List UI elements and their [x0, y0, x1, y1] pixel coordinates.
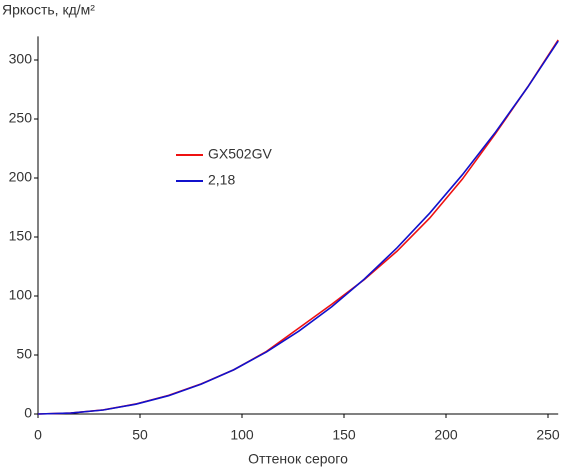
y-tick-label: 150 [9, 228, 33, 244]
x-tick-label: 150 [332, 427, 356, 443]
y-tick-label: 300 [9, 51, 33, 67]
y-tick-label: 250 [9, 110, 33, 126]
legend-label: GX502GV [208, 146, 272, 162]
y-tick-label: 200 [9, 169, 33, 185]
y-tick-label: 100 [9, 287, 33, 303]
x-tick-label: 200 [434, 427, 458, 443]
x-tick-label: 100 [230, 427, 254, 443]
series-line [37, 40, 559, 415]
x-axis-label: Оттенок серого [248, 451, 348, 467]
y-tick-label: 0 [24, 405, 32, 421]
chart-title: Яркость, кд/м² [2, 2, 95, 18]
y-tick-label: 50 [16, 346, 32, 362]
series-line [37, 39, 559, 415]
x-tick-label: 250 [536, 427, 560, 443]
legend-label: 2,18 [208, 172, 235, 188]
x-tick-label: 0 [34, 427, 42, 443]
x-tick-label: 50 [132, 427, 148, 443]
